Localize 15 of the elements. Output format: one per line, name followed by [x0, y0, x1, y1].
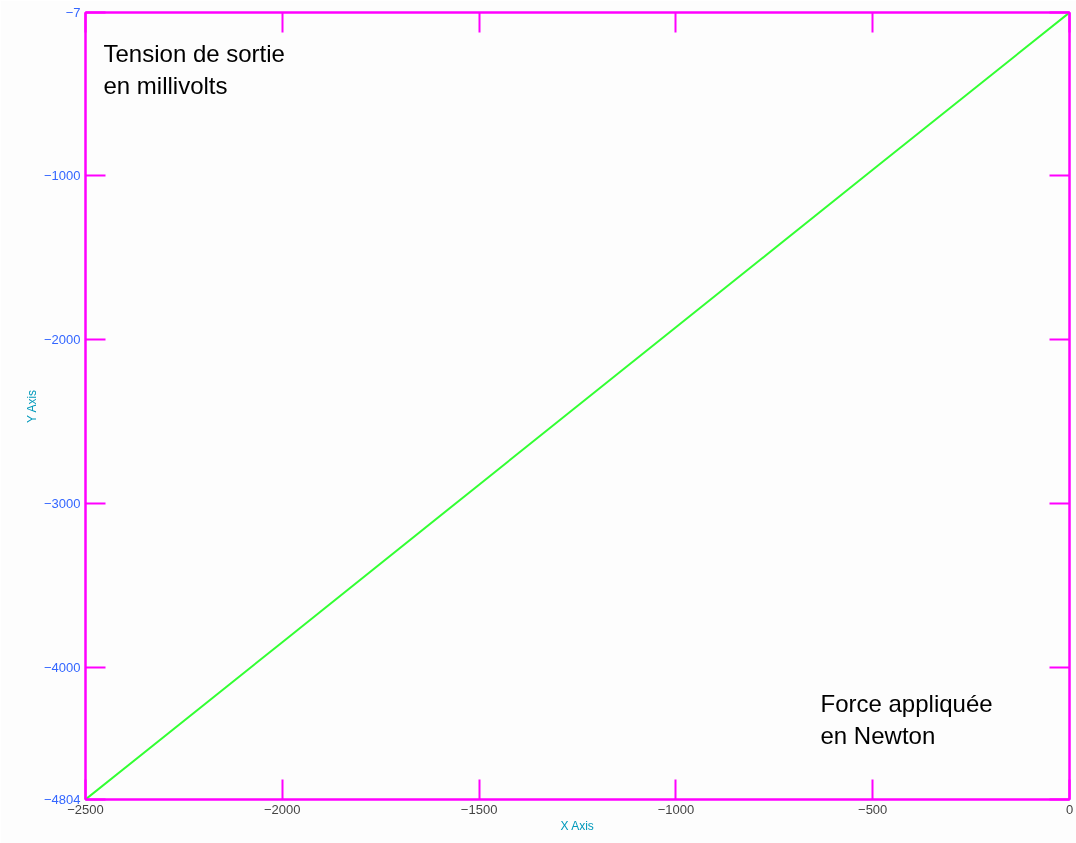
x-tick-label: −1500 — [460, 801, 498, 817]
x-tick-label: −500 — [858, 801, 888, 817]
y-tick-label: −1000 — [43, 167, 81, 183]
line-series — [85, 12, 1070, 800]
x-tick-label: 0 — [1065, 801, 1074, 817]
y-tick-label: −2000 — [43, 331, 81, 347]
y-tick-label: −3000 — [43, 496, 81, 512]
x-tick-label: −2000 — [264, 801, 301, 817]
annotation: Force appliquée en Newton — [820, 689, 993, 749]
y-tick-label: −4000 — [43, 660, 81, 676]
x-axis-title: X Axis — [560, 818, 594, 833]
annotation: Tension de sortie en millivolts — [103, 39, 285, 99]
y-tick-label: −7 — [65, 5, 81, 20]
x-tick-label: −1000 — [657, 801, 695, 817]
y-axis-title: Y Axis — [24, 389, 39, 423]
